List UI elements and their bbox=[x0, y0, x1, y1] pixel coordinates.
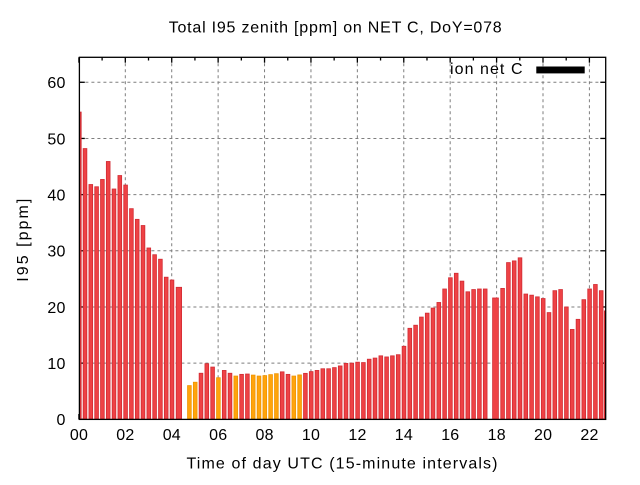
svg-text:0: 0 bbox=[56, 412, 65, 429]
svg-text:02: 02 bbox=[116, 427, 134, 444]
svg-text:08: 08 bbox=[256, 427, 274, 444]
svg-text:ion net C: ion net C bbox=[450, 61, 523, 78]
svg-text:16: 16 bbox=[441, 427, 459, 444]
svg-text:00: 00 bbox=[70, 427, 88, 444]
svg-text:50: 50 bbox=[47, 131, 65, 148]
svg-text:20: 20 bbox=[534, 427, 552, 444]
svg-text:06: 06 bbox=[209, 427, 227, 444]
svg-text:20: 20 bbox=[47, 300, 65, 317]
svg-text:18: 18 bbox=[488, 427, 506, 444]
svg-text:I95 [ppm]: I95 [ppm] bbox=[15, 199, 32, 282]
svg-text:10: 10 bbox=[302, 427, 320, 444]
svg-text:12: 12 bbox=[348, 427, 366, 444]
svg-text:Time of day UTC (15-minute int: Time of day UTC (15-minute intervals) bbox=[187, 456, 498, 473]
svg-text:10: 10 bbox=[47, 356, 65, 373]
svg-text:60: 60 bbox=[47, 75, 65, 92]
svg-text:14: 14 bbox=[395, 427, 413, 444]
svg-text:30: 30 bbox=[47, 244, 65, 261]
svg-text:22: 22 bbox=[580, 427, 598, 444]
svg-text:40: 40 bbox=[47, 188, 65, 205]
svg-text:Total I95 zenith [ppm] on NET: Total I95 zenith [ppm] on NET C, DoY=078 bbox=[169, 20, 502, 37]
svg-text:04: 04 bbox=[163, 427, 181, 444]
